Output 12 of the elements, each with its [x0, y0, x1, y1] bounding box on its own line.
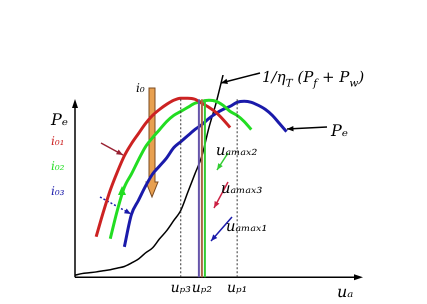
- ref-line-label: uₐₘₐₓ₁: [226, 217, 268, 235]
- text: i₀₃: [51, 184, 65, 198]
- annotation: Pₑ: [330, 121, 348, 140]
- x-tick-label: uₚ₁: [227, 280, 248, 296]
- x-tick-label: uₚ₂: [192, 280, 212, 296]
- y-axis-title: Pₑ: [50, 110, 68, 129]
- text: i₀₁: [51, 134, 64, 148]
- annotation: i₀: [136, 81, 145, 95]
- x-axis-title: uₐ: [337, 282, 354, 302]
- text: i₀₂: [51, 159, 65, 173]
- ref-line-label: uₐₘₐₓ₂: [216, 141, 258, 159]
- x-tick-label: uₚ₃: [170, 280, 192, 296]
